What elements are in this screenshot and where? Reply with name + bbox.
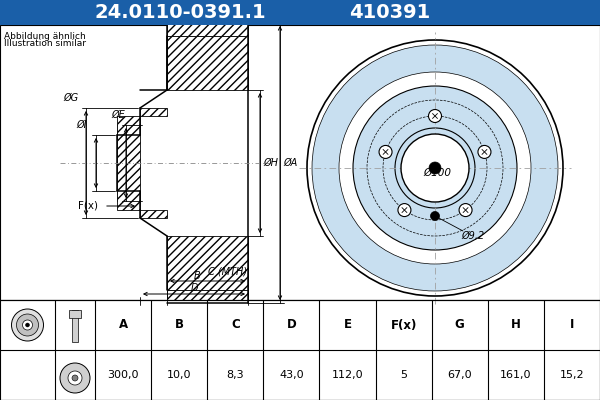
Circle shape <box>428 110 442 122</box>
Bar <box>0 25 600 300</box>
Text: Illustration similar: Illustration similar <box>4 39 86 48</box>
Text: G: G <box>455 318 464 332</box>
Bar <box>140 108 167 218</box>
Circle shape <box>459 204 472 216</box>
Circle shape <box>307 40 563 296</box>
Text: 8,3: 8,3 <box>226 370 244 380</box>
Circle shape <box>379 146 392 158</box>
Circle shape <box>11 309 44 341</box>
Circle shape <box>339 72 531 264</box>
Text: B: B <box>175 318 184 332</box>
Text: 15,2: 15,2 <box>560 370 584 380</box>
Polygon shape <box>167 290 248 303</box>
Text: 43,0: 43,0 <box>279 370 304 380</box>
Polygon shape <box>140 108 167 116</box>
Bar <box>0 300 600 400</box>
Text: 10,0: 10,0 <box>167 370 191 380</box>
Text: 410391: 410391 <box>349 4 431 22</box>
Bar <box>117 135 140 191</box>
Text: 5: 5 <box>400 370 407 380</box>
Circle shape <box>429 162 441 174</box>
Bar <box>69 310 81 318</box>
Text: 67,0: 67,0 <box>448 370 472 380</box>
Text: B: B <box>194 271 201 281</box>
Circle shape <box>60 363 90 393</box>
Text: Abbildung ähnlich: Abbildung ähnlich <box>4 32 86 41</box>
Text: 24.0110-0391.1: 24.0110-0391.1 <box>94 4 266 22</box>
Text: F(x): F(x) <box>78 201 98 211</box>
Circle shape <box>353 86 517 250</box>
Text: ØG: ØG <box>64 93 79 103</box>
Circle shape <box>312 45 558 291</box>
Circle shape <box>23 320 32 330</box>
Text: Ø9,2: Ø9,2 <box>461 231 485 241</box>
Text: D: D <box>190 283 198 293</box>
Text: C (MTH): C (MTH) <box>208 267 247 277</box>
Text: A: A <box>118 318 128 332</box>
Text: ØH: ØH <box>263 158 278 168</box>
Bar <box>167 23 248 303</box>
Circle shape <box>478 146 491 158</box>
Circle shape <box>68 371 82 385</box>
Circle shape <box>398 204 411 216</box>
Text: 161,0: 161,0 <box>500 370 532 380</box>
Polygon shape <box>167 23 248 36</box>
Polygon shape <box>117 125 140 135</box>
Text: 300,0: 300,0 <box>107 370 139 380</box>
Text: H: H <box>511 318 521 332</box>
Polygon shape <box>117 116 140 210</box>
Circle shape <box>431 212 439 220</box>
Circle shape <box>401 134 469 202</box>
Circle shape <box>17 314 38 336</box>
Bar <box>72 310 78 342</box>
Text: ØI: ØI <box>77 120 87 130</box>
Text: 112,0: 112,0 <box>332 370 364 380</box>
Bar <box>0 0 600 25</box>
Polygon shape <box>167 36 248 90</box>
Text: Ø100: Ø100 <box>423 168 451 178</box>
Text: C: C <box>231 318 239 332</box>
Polygon shape <box>167 236 248 290</box>
Circle shape <box>72 375 78 381</box>
Text: E: E <box>343 318 352 332</box>
Text: I: I <box>570 318 574 332</box>
Text: ØE: ØE <box>111 110 125 120</box>
Circle shape <box>367 100 503 236</box>
Text: D: D <box>287 318 296 332</box>
Circle shape <box>395 128 475 208</box>
Text: F(x): F(x) <box>391 318 417 332</box>
Text: ØA: ØA <box>283 158 297 168</box>
Circle shape <box>25 323 29 327</box>
Polygon shape <box>117 191 140 201</box>
Polygon shape <box>140 210 167 218</box>
